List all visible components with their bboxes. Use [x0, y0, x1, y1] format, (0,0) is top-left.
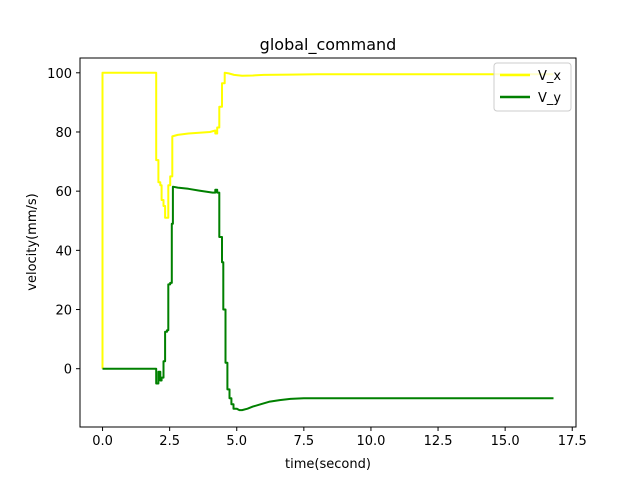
x-tick-label: 5.0	[226, 434, 247, 449]
legend: V_x V_y	[493, 62, 572, 112]
y-tick-label: 20	[55, 304, 72, 319]
y-axis-label: velocity(mm/s)	[25, 193, 40, 290]
x-axis: 0.0 2.5 5.0 7.5 10.0 12.5 15.0 17.5	[92, 427, 587, 449]
x-axis-label: time(second)	[285, 457, 371, 472]
legend-label-vy: V_y	[538, 91, 561, 106]
x-tick-label: 2.5	[159, 434, 180, 449]
chart-title: global_command	[260, 35, 397, 55]
x-tick-label: 7.5	[294, 434, 315, 449]
x-tick-label: 15.0	[491, 434, 520, 449]
y-tick-label: 100	[47, 67, 72, 82]
y-axis: 0 20 40 60 80 100	[47, 67, 80, 378]
legend-label-vx: V_x	[538, 69, 561, 84]
x-tick-label: 17.5	[558, 434, 587, 449]
y-tick-label: 60	[55, 185, 72, 200]
y-tick-label: 40	[55, 244, 72, 259]
y-tick-label: 80	[55, 126, 72, 141]
series-line-v-x	[101, 71, 554, 369]
plot-frame	[79, 57, 577, 428]
x-tick-label: 10.0	[356, 434, 385, 449]
x-tick-label: 0.0	[92, 434, 113, 449]
plot-area	[101, 71, 554, 412]
series-line-v-y	[102, 185, 554, 412]
series-layer	[101, 71, 554, 412]
x-tick-label: 12.5	[424, 434, 453, 449]
y-tick-label: 0	[64, 363, 72, 378]
